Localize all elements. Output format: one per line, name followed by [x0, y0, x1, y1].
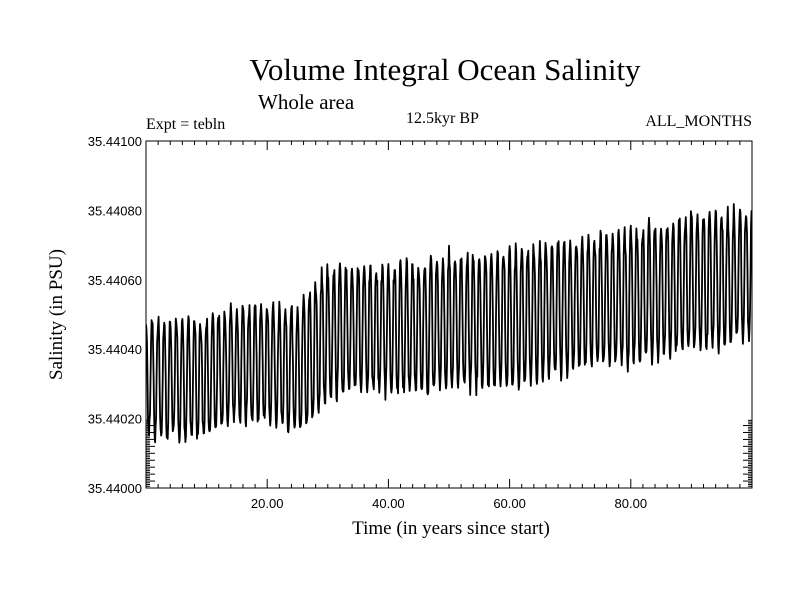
- y-tick-label: 35.44060: [88, 273, 142, 288]
- x-tick-label: 40.00: [372, 496, 405, 511]
- x-tick-label: 80.00: [615, 496, 648, 511]
- page-title: Volume Integral Ocean Salinity: [249, 52, 641, 87]
- y-tick-label: 35.44080: [88, 203, 142, 218]
- y-tick-label: 35.44000: [88, 481, 142, 496]
- period-label: 12.5kyr BP: [406, 110, 479, 127]
- salinity-line: [146, 203, 752, 444]
- x-tick-label: 60.00: [493, 496, 526, 511]
- months-label: ALL_MONTHS: [645, 113, 752, 130]
- experiment-label: Expt = tebln: [146, 116, 226, 133]
- y-tick-label: 35.44100: [88, 134, 142, 149]
- subtitle: Whole area: [258, 90, 355, 114]
- y-axis-label: Salinity (in PSU): [46, 249, 67, 380]
- y-tick-label: 35.44040: [88, 342, 142, 357]
- x-axis-label: Time (in years since start): [352, 518, 550, 539]
- y-tick-label: 35.44020: [88, 412, 142, 427]
- x-tick-label: 20.00: [251, 496, 284, 511]
